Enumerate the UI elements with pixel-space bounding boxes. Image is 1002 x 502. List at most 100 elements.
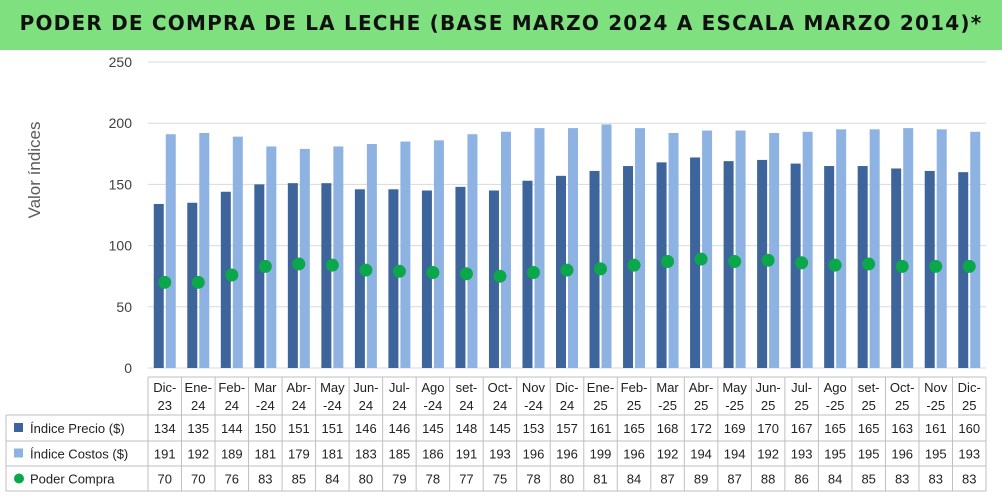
bar-indice-costos bbox=[802, 131, 813, 368]
table-value: 186 bbox=[422, 447, 444, 462]
x-category-label: -24 bbox=[424, 398, 443, 413]
table-value: 153 bbox=[523, 421, 545, 436]
bar-indice-precio bbox=[690, 157, 701, 368]
marker-poder-compra bbox=[426, 266, 440, 280]
bar-indice-costos bbox=[601, 124, 612, 368]
table-value: 192 bbox=[187, 447, 209, 462]
y-tick-label: 250 bbox=[109, 54, 133, 70]
y-tick-label: 50 bbox=[116, 299, 132, 315]
legend-key bbox=[14, 423, 23, 432]
bar-indice-precio bbox=[187, 202, 198, 368]
bar-indice-costos bbox=[467, 134, 478, 368]
table-value: 192 bbox=[657, 447, 679, 462]
x-category-label: 24 bbox=[191, 398, 205, 413]
table-value: 145 bbox=[489, 421, 511, 436]
table-value: 185 bbox=[389, 447, 411, 462]
bar-indice-precio bbox=[723, 161, 734, 368]
table-value: 163 bbox=[891, 421, 913, 436]
bar-indice-precio bbox=[254, 184, 265, 368]
data-table: Dic- 23 Ene- 24 Feb- 24 Mar -24 Abr- 24 May -24 Jun-… bbox=[5, 376, 987, 492]
chart: 0 50 100 150 200 250 Valor índices Dic- 23 Ene-… bbox=[5, 54, 987, 492]
table-value: 81 bbox=[593, 472, 607, 487]
bar-indice-precio bbox=[656, 162, 667, 368]
table-value: 151 bbox=[288, 421, 310, 436]
marker-poder-compra bbox=[795, 256, 809, 270]
table-value: 196 bbox=[891, 447, 913, 462]
x-category-label: Jul- bbox=[791, 380, 812, 395]
x-category-label: Mar bbox=[254, 380, 277, 395]
x-category-label: set- bbox=[858, 380, 880, 395]
x-category-label: 25 bbox=[861, 398, 875, 413]
table-value: 80 bbox=[359, 472, 373, 487]
table-value: 84 bbox=[627, 472, 641, 487]
table-value: 84 bbox=[828, 472, 842, 487]
gridlines bbox=[148, 61, 986, 369]
table-value: 84 bbox=[325, 472, 339, 487]
x-category-label: 24 bbox=[225, 398, 239, 413]
x-category-label: -25 bbox=[826, 398, 845, 413]
y-tick-label: 150 bbox=[109, 176, 133, 192]
x-category-label: 25 bbox=[627, 398, 641, 413]
x-category-label: -24 bbox=[524, 398, 543, 413]
table-value: 195 bbox=[824, 447, 846, 462]
table-value: 151 bbox=[322, 421, 344, 436]
marker-poder-compra bbox=[828, 258, 842, 272]
bar-indice-costos bbox=[333, 146, 344, 368]
bar-indice-precio bbox=[421, 190, 432, 368]
marker-poder-compra bbox=[627, 258, 641, 272]
table-value: 75 bbox=[493, 472, 507, 487]
table-value: 167 bbox=[791, 421, 813, 436]
table-value: 80 bbox=[560, 472, 574, 487]
marker-poder-compra bbox=[862, 257, 876, 271]
table-value: 146 bbox=[355, 421, 377, 436]
y-tick-label: 0 bbox=[124, 360, 132, 376]
x-category-label: Jul- bbox=[389, 380, 410, 395]
x-category-label: 24 bbox=[292, 398, 306, 413]
x-category-label: Abr- bbox=[689, 380, 714, 395]
x-category-label: Mar bbox=[656, 380, 679, 395]
bar-indice-costos bbox=[400, 141, 411, 368]
marker-poder-compra bbox=[493, 269, 507, 283]
table-value: 196 bbox=[523, 447, 545, 462]
bar-indice-costos bbox=[702, 130, 713, 368]
chart-title: PODER DE COMPRA DE LA LECHE (BASE MARZO … bbox=[19, 11, 983, 35]
x-category-label: Oct- bbox=[488, 380, 513, 395]
table-value: 181 bbox=[322, 447, 344, 462]
table-value: 86 bbox=[794, 472, 808, 487]
x-category-label: 25 bbox=[593, 398, 607, 413]
table-value: 165 bbox=[623, 421, 645, 436]
x-category-label: 25 bbox=[962, 398, 976, 413]
table-value: 160 bbox=[958, 421, 980, 436]
bar-indice-costos bbox=[668, 132, 679, 368]
table-value: 194 bbox=[690, 447, 712, 462]
bar-indice-costos bbox=[299, 148, 310, 368]
x-category-label: Nov bbox=[924, 380, 948, 395]
bar-indice-costos bbox=[534, 128, 545, 368]
table-value: 179 bbox=[288, 447, 310, 462]
x-category-label: Ene- bbox=[185, 380, 212, 395]
table-value: 134 bbox=[154, 421, 176, 436]
marker-poder-compra bbox=[359, 263, 373, 277]
table-value: 70 bbox=[158, 472, 172, 487]
marker-poder-compra bbox=[962, 259, 976, 273]
marker-poder-compra bbox=[560, 263, 574, 277]
x-category-label: -25 bbox=[725, 398, 744, 413]
x-category-label: Abr- bbox=[287, 380, 312, 395]
table-value: 157 bbox=[556, 421, 578, 436]
bar-indice-precio bbox=[287, 183, 298, 368]
marker-poder-compra bbox=[258, 259, 272, 273]
marker-poder-compra bbox=[761, 253, 775, 267]
table-value: 183 bbox=[355, 447, 377, 462]
bar-indice-precio bbox=[857, 166, 868, 368]
table-value: 191 bbox=[456, 447, 478, 462]
table-value: 83 bbox=[895, 472, 909, 487]
table-value: 168 bbox=[657, 421, 679, 436]
bar-indice-precio bbox=[321, 183, 332, 368]
legend-label: Poder Compra bbox=[30, 472, 115, 487]
bar-indice-precio bbox=[924, 170, 935, 368]
x-category-label: 25 bbox=[694, 398, 708, 413]
x-category-label: 24 bbox=[359, 398, 373, 413]
table-value: 195 bbox=[858, 447, 880, 462]
table-value: 194 bbox=[724, 447, 746, 462]
x-category-label: 25 bbox=[895, 398, 909, 413]
